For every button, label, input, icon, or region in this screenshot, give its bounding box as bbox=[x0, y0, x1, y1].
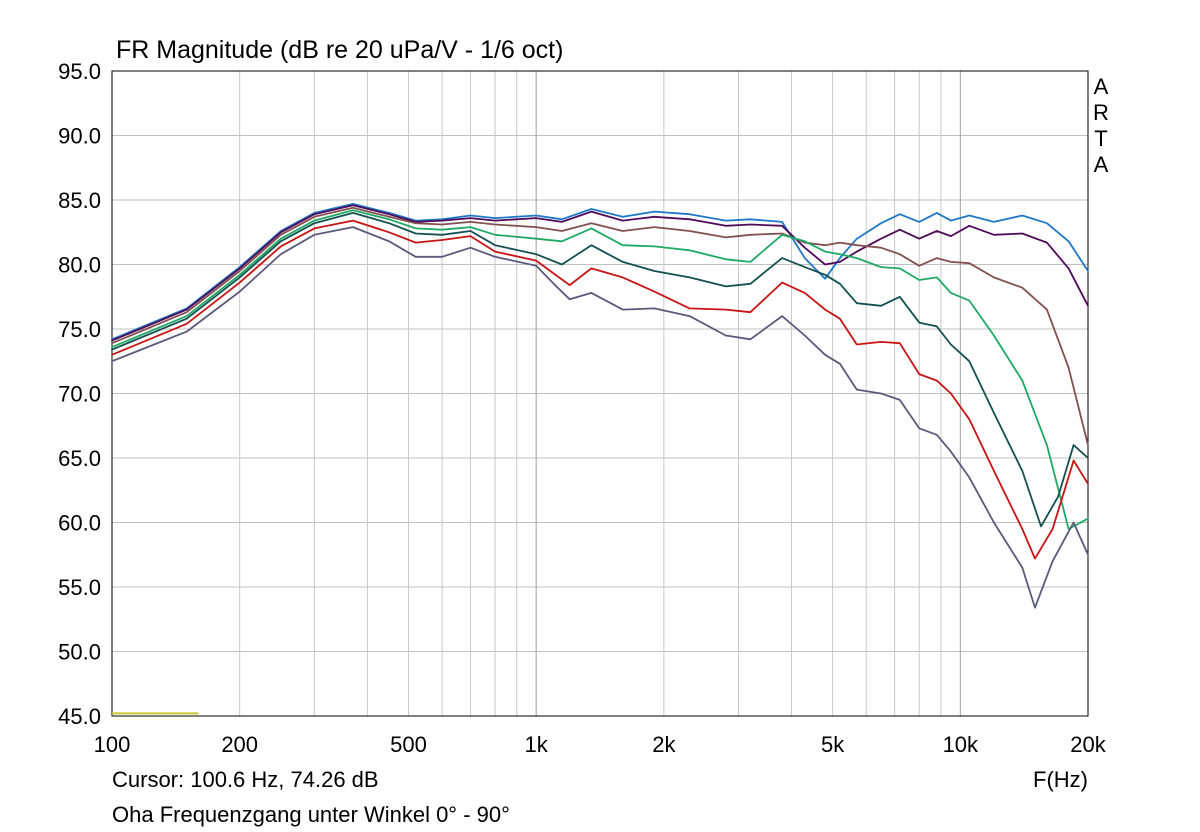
series-lines bbox=[111, 203, 1089, 609]
series-line-1 bbox=[111, 203, 1089, 341]
y-tick-label: 80.0 bbox=[58, 253, 101, 278]
x-axis-label: F(Hz) bbox=[1033, 767, 1088, 792]
chart-caption: Oha Frequenzgang unter Winkel 0° - 90° bbox=[112, 802, 510, 827]
plot-grid bbox=[112, 71, 1088, 716]
y-tick-label: 70.0 bbox=[58, 382, 101, 407]
y-tick-label: 85.0 bbox=[58, 188, 101, 213]
y-tick-label: 65.0 bbox=[58, 446, 101, 471]
x-tick-label: 2k bbox=[652, 732, 676, 757]
watermark-letter: R bbox=[1093, 100, 1109, 125]
y-tick-label: 90.0 bbox=[58, 124, 101, 149]
series-line-6 bbox=[111, 219, 1089, 560]
x-tick-label: 100 bbox=[94, 732, 131, 757]
series-line-2 bbox=[111, 204, 1089, 342]
x-tick-label: 200 bbox=[221, 732, 258, 757]
y-tick-label: 75.0 bbox=[58, 317, 101, 342]
y-tick-label: 95.0 bbox=[58, 59, 101, 84]
y-tick-label: 45.0 bbox=[58, 704, 101, 729]
watermark-letter: A bbox=[1094, 74, 1109, 99]
x-tick-label: 20k bbox=[1070, 732, 1106, 757]
y-tick-labels: 45.0 50.0 55.0 60.0 65.0 70.0 75.0 80.0 85.0 90.0… bbox=[58, 59, 101, 729]
cursor-readout: Cursor: 100.6 Hz, 74.26 dB bbox=[112, 767, 379, 792]
plot-frame bbox=[111, 70, 1089, 717]
x-tick-labels: 100 200 500 1k 2k 5k 10k 20k bbox=[94, 732, 1107, 757]
series-line-7 bbox=[111, 226, 1089, 609]
x-tick-label: 1k bbox=[525, 732, 549, 757]
watermark-letter: A bbox=[1094, 152, 1109, 177]
x-tick-label: 5k bbox=[821, 732, 845, 757]
watermark-letter: T bbox=[1094, 126, 1107, 151]
y-tick-label: 55.0 bbox=[58, 575, 101, 600]
series-line-3 bbox=[111, 206, 1089, 446]
series-line-5 bbox=[111, 212, 1089, 528]
y-tick-label: 50.0 bbox=[58, 640, 101, 665]
x-tick-label: 500 bbox=[390, 732, 427, 757]
y-tick-label: 60.0 bbox=[58, 511, 101, 536]
x-tick-label: 10k bbox=[943, 732, 979, 757]
chart-title: FR Magnitude (dB re 20 uPa/V - 1/6 oct) bbox=[116, 36, 563, 64]
series-line-4 bbox=[111, 209, 1089, 530]
